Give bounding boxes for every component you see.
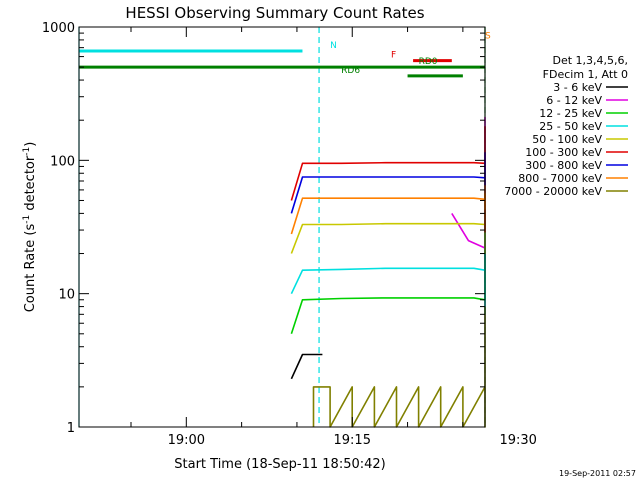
y-tick-label: 100 [50,154,75,169]
series-line-4 [290,181,486,255]
legend-entry-1: 6 - 12 keV [546,94,602,107]
legend-entry-2: 12 - 25 keV [539,107,602,120]
plot-area: N S F RD0 RD6 [78,27,491,428]
legend-entry-0: 3 - 6 keV [553,81,602,94]
y-axis-label: Count Rate (s-1 detector-1) [22,142,38,313]
y-axis: 1 10 100 1000 [42,21,485,436]
x-axis-label: Start Time (18-Sep-11 18:50:42) [174,457,385,472]
plot-frame [78,26,486,428]
flag-label-N: N [330,41,337,51]
legend-header: Det 1,3,4,5,6, [552,54,628,67]
series-line-3 [290,169,486,316]
legend-entry-5: 100 - 300 keV [525,146,602,159]
series-line-1 [451,116,486,261]
y-tick-label: 1000 [42,21,75,36]
series-line-2 [290,189,486,335]
footer-date: 19-Sep-2011 02:57 [559,469,636,478]
legend-header: FDecim 1, Att 0 [543,68,628,81]
y-tick-label: 1 [67,421,75,436]
legend-entry-7: 800 - 7000 keV [518,172,602,185]
x-tick-label: 19:30 [499,433,536,448]
flag-label-RD6: RD6 [341,66,360,76]
flag-label-RD0: RD0 [419,57,438,67]
series-line-5 [290,126,486,233]
chart-title: HESSI Observing Summary Count Rates [125,4,424,22]
legend-entry-4: 50 - 100 keV [532,133,602,146]
series-line-6 [290,152,486,214]
legend-entry-3: 25 - 50 keV [539,120,602,133]
series-line-7 [290,185,486,235]
series-line-8 [312,306,486,428]
y-tick-label: 10 [58,288,75,303]
series-line-0 [290,184,486,380]
legend: Det 1,3,4,5,6,FDecim 1, Att 03 - 6 keV6 … [504,54,628,198]
flag-label-S: S [485,31,491,41]
legend-entry-8: 7000 - 20000 keV [504,185,602,198]
x-tick-label: 19:15 [334,433,371,448]
x-tick-label: 19:00 [168,433,205,448]
flag-label-F: F [391,51,396,61]
legend-entry-6: 300 - 800 keV [525,159,602,172]
